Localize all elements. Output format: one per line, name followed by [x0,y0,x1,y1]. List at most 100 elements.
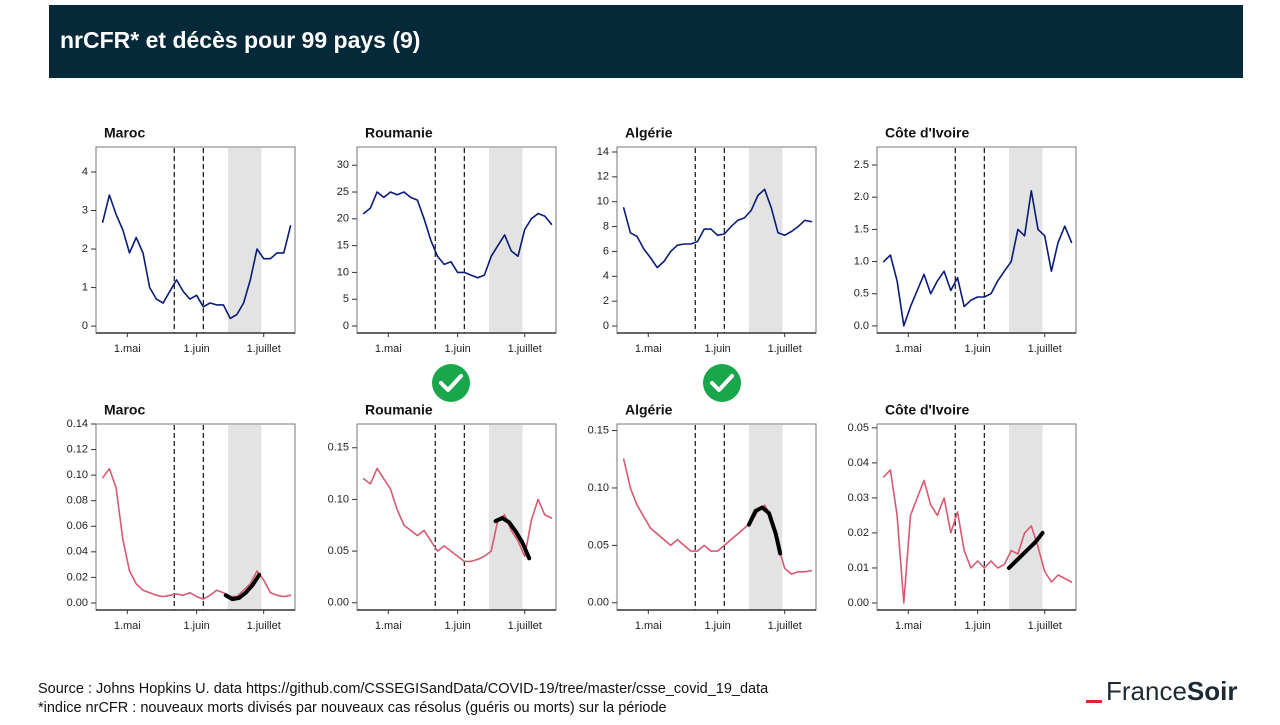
source-note: Source : Johns Hopkins U. data https://g… [38,681,769,697]
slide-title: nrCFR* et décès pour 99 pays (9) [60,27,420,53]
y-tick-label: 0.14 [67,418,88,430]
y-tick-label: 1 [82,281,88,293]
title-bar [49,5,1243,78]
data-line [362,467,553,563]
y-tick-label: 0.03 [848,492,869,504]
x-tick-label: 1.juin [444,343,470,355]
y-tick-label: 10 [337,266,349,278]
fit-curve [223,572,262,602]
y-tick-label: 2.5 [854,159,869,171]
y-tick-label: 4 [603,270,609,282]
x-tick-label: 1.mai [895,620,922,632]
y-tick-label: 0.01 [848,562,869,574]
x-tick-label: 1.juin [704,343,730,355]
y-tick-label: 0.00 [67,597,88,609]
y-tick-label: 0.02 [848,527,869,539]
plot-frame [616,423,817,611]
data-line [882,190,1073,327]
y-tick-label: 0.15 [588,424,609,436]
x-tick-label: 1.mai [114,620,141,632]
x-tick-label: 1.juin [704,620,730,632]
x-tick-label: 1.mai [895,343,922,355]
x-tick-label: 1.juillet [247,620,281,632]
y-tick-label: 0.05 [588,539,609,551]
chart: Côte d'Ivoire 0.0 0.5 1.0 1.5 2.0 2.5 1.mai 1.ju… [854,125,1077,355]
chart-title: Maroc [104,125,145,141]
shaded-period [1008,425,1043,610]
y-tick-label: 0.08 [67,495,88,507]
x-tick-label: 1.juillet [768,620,802,632]
logo: FranceSoir [1106,676,1238,706]
chart: Algérie 0 2 4 6 8 10 12 14 1.mai 1.juin 1.juillet [597,125,817,355]
chart: Maroc 0.00 0.02 0.04 0.06 0.08 0.10 0.12 0.14 1.m… [67,402,296,632]
chart: Maroc 0 1 2 3 4 1.mai 1.juin 1.juillet [82,125,296,355]
chart-title: Roumanie [365,402,433,418]
logo-dash [1086,700,1102,703]
y-tick-label: 10 [597,196,609,208]
y-tick-label: 0.02 [67,571,88,583]
x-tick-label: 1.juin [183,343,209,355]
x-tick-label: 1.juillet [1028,343,1062,355]
x-tick-label: 1.mai [375,620,402,632]
y-tick-label: 30 [337,159,349,171]
chart-title: Maroc [104,402,145,418]
shaded-period [748,148,783,333]
y-tick-label: 25 [337,186,349,198]
x-tick-label: 1.mai [635,620,662,632]
footnote: *indice nrCFR : nouveaux morts divisés p… [38,700,667,716]
y-tick-label: 1.5 [854,223,869,235]
shaded-period [488,148,523,333]
y-tick-label: 2.0 [854,191,869,203]
chart: Algérie 0.00 0.05 0.10 0.15 1.mai 1.juin 1.juil… [588,402,817,632]
y-tick-label: 0.0 [854,320,869,332]
y-tick-label: 0.10 [67,469,88,481]
x-tick-label: 1.juin [964,620,990,632]
x-tick-label: 1.mai [114,343,141,355]
data-line [101,194,292,320]
check-icon [432,364,470,402]
data-line [622,458,813,575]
shaded-period [1008,148,1043,333]
y-tick-label: 20 [337,213,349,225]
y-tick-label: 0.04 [848,457,869,469]
x-tick-label: 1.juillet [768,343,802,355]
chart-title: Algérie [625,402,673,418]
y-tick-label: 0.05 [328,545,349,557]
x-tick-label: 1.mai [635,343,662,355]
x-tick-label: 1.juin [444,620,470,632]
y-tick-label: 0.15 [328,442,349,454]
data-line [882,469,1073,604]
chart: Roumanie 0 5 10 15 20 25 30 1.mai 1.juin 1.juillet [337,125,557,355]
data-line [101,467,292,600]
y-tick-label: 6 [603,245,609,257]
chart-title: Côte d'Ivoire [885,402,969,418]
data-line [622,188,813,269]
y-tick-label: 2 [82,243,88,255]
y-tick-label: 14 [597,146,609,158]
fit-curve [1006,530,1045,570]
y-tick-label: 0.12 [67,443,88,455]
y-tick-label: 4 [82,166,88,178]
x-tick-label: 1.juin [183,620,209,632]
y-tick-label: 0.5 [854,288,869,300]
chart: Roumanie 0.00 0.05 0.10 0.15 1.mai 1.juin 1.jui… [328,402,557,632]
fit-curve [746,505,783,556]
plot-frame [876,423,1077,611]
x-tick-label: 1.juillet [508,343,542,355]
x-tick-label: 1.mai [375,343,402,355]
y-tick-label: 15 [337,240,349,252]
fit-curve [493,516,532,561]
chart: Côte d'Ivoire 0.00 0.01 0.02 0.03 0.04 0.05 1.m… [848,402,1077,632]
y-tick-label: 5 [343,293,349,305]
shaded-period [227,148,262,333]
x-tick-label: 1.juillet [247,343,281,355]
chart-title: Algérie [625,125,673,141]
plot-frame [356,423,557,611]
y-tick-label: 0.06 [67,520,88,532]
y-tick-label: 0 [603,320,609,332]
chart-title: Côte d'Ivoire [885,125,969,141]
chart-title: Roumanie [365,125,433,141]
y-tick-label: 0 [343,320,349,332]
y-tick-label: 0.10 [588,482,609,494]
